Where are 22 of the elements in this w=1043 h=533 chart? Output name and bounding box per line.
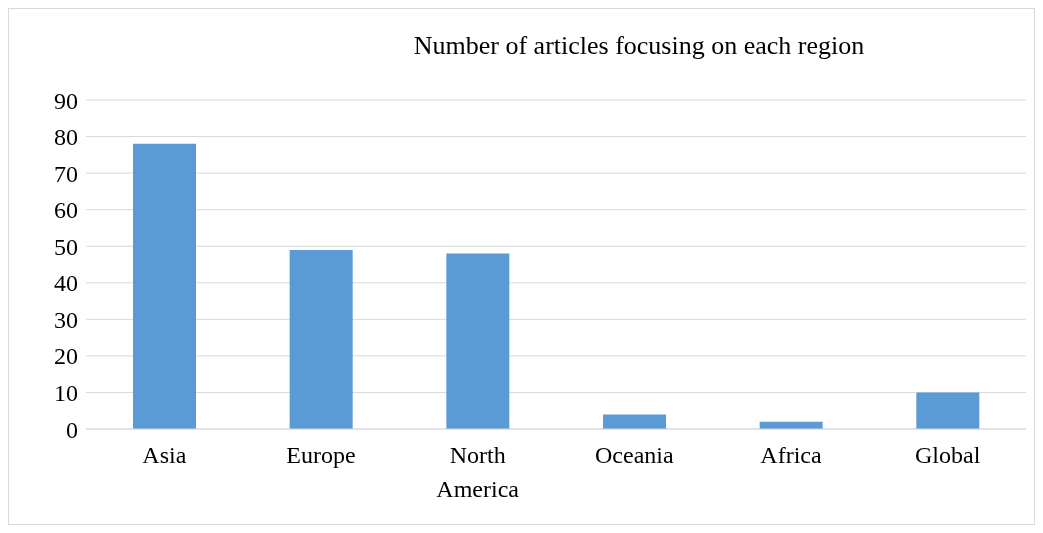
bar <box>289 249 353 429</box>
x-tick-label: Asia <box>142 442 187 468</box>
x-tick-label: Oceania <box>595 442 674 468</box>
bar <box>603 414 666 429</box>
y-tick-label: 20 <box>54 343 78 370</box>
y-tick-label: 50 <box>54 233 78 260</box>
x-tick-label: North America <box>436 442 520 502</box>
bar <box>446 253 510 429</box>
y-tick-label: 30 <box>54 306 78 333</box>
y-tick-label: 40 <box>54 270 78 297</box>
x-tick-label: Europe <box>286 442 356 468</box>
bar <box>916 392 980 429</box>
y-tick-label: 90 <box>54 87 78 114</box>
y-tick-label: 60 <box>54 197 78 224</box>
x-tick-label: Africa <box>760 442 822 468</box>
y-tick-label: 70 <box>54 160 78 187</box>
bar <box>133 143 196 429</box>
y-tick-label: 0 <box>66 416 78 443</box>
x-tick-label: Global <box>915 442 981 468</box>
chart-title: Number of articles focusing on each region <box>412 31 866 61</box>
y-tick-label: 10 <box>54 379 78 406</box>
y-tick-label: 80 <box>54 124 78 151</box>
